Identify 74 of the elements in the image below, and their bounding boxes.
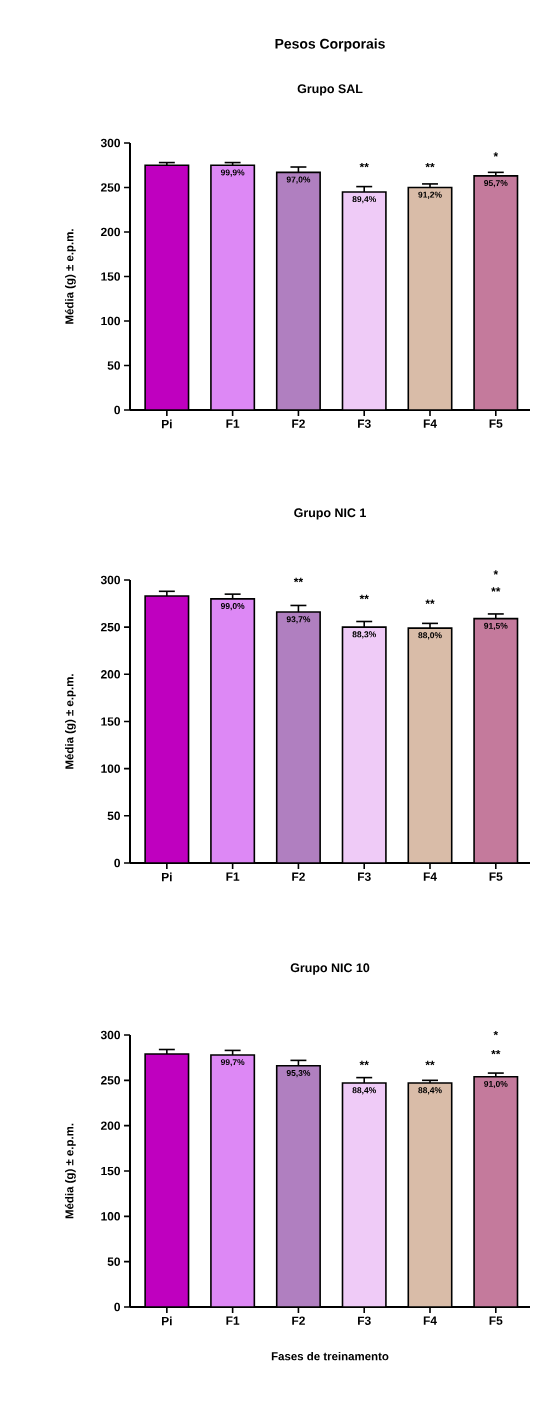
y-axis-title: Média (g) ± e.p.m. (64, 674, 76, 769)
x-tick-label: F3 (358, 872, 371, 881)
y-tick-label: 250 (100, 622, 121, 632)
annotation: 89,4% (352, 196, 376, 204)
annotation: ** (491, 587, 501, 592)
annotation: 95,7% (484, 180, 508, 188)
y-tick-label: 300 (100, 138, 121, 148)
y-tick-label: 50 (107, 1257, 121, 1266)
y-tick-label: 50 (107, 811, 121, 821)
x-tick-label: Pi (161, 1316, 172, 1326)
y-tick-label: 300 (100, 1030, 121, 1040)
annotation: 88,0% (418, 632, 442, 640)
annotation: ** (359, 162, 369, 168)
chart-title: Grupo NIC 1 (294, 508, 366, 520)
annotation: ** (425, 599, 435, 604)
chart-title: Pesos Corporais (275, 38, 385, 52)
x-tick-label: F2 (292, 419, 305, 428)
annotation: * (493, 152, 499, 157)
annotation: ** (425, 162, 435, 168)
x-tick-label: Pi (161, 872, 172, 882)
x-tick-label: F5 (489, 419, 503, 428)
x-tick-label: F3 (358, 419, 371, 428)
x-tick-label: F5 (489, 1316, 503, 1325)
x-tick-label: F4 (423, 872, 437, 881)
annotation: ** (491, 1049, 501, 1055)
y-tick-label: 300 (100, 575, 121, 585)
y-tick-label: 150 (101, 272, 121, 281)
annotation: 88,4% (352, 1087, 376, 1095)
annotation: ** (359, 594, 369, 600)
x-tick-label: F1 (226, 872, 240, 881)
y-tick-label: 0 (114, 405, 121, 415)
annotation: 99,0% (220, 603, 245, 611)
annotation: 91,0% (484, 1080, 508, 1089)
text: * (493, 570, 499, 575)
y-tick-label: 250 (100, 1076, 121, 1085)
annotation: 88,4% (418, 1087, 442, 1095)
y-tick-label: 250 (100, 183, 121, 192)
y-tick-label: 100 (101, 764, 121, 773)
y-axis-title: Média (g) ± e.p.m. (64, 229, 76, 324)
x-tick-label: F2 (292, 872, 305, 881)
y-axis-title: Média (g) ± e.p.m. (64, 1123, 76, 1219)
x-tick-label: F3 (358, 1316, 371, 1325)
annotation: 99,9% (220, 169, 245, 177)
x-tick-label: F1 (226, 419, 240, 428)
annotation: 91,5% (484, 622, 508, 631)
x-tick-label: F2 (292, 1316, 305, 1325)
y-tick-label: 150 (101, 1166, 121, 1176)
annotation: ** (293, 577, 304, 583)
y-tick-label: 200 (100, 670, 121, 679)
annotation: 93,7% (286, 616, 311, 624)
x-tick-label: F1 (226, 1316, 240, 1325)
x-tick-label: F4 (423, 1316, 437, 1325)
y-tick-label: 50 (107, 361, 121, 370)
annotation: * (493, 1030, 499, 1036)
chart-title: Grupo NIC 10 (290, 963, 370, 975)
x-tick-label: F5 (489, 872, 503, 881)
annotation: 97,0% (286, 176, 311, 184)
y-tick-label: 100 (101, 1212, 121, 1221)
chart-subtitle: Grupo SAL (297, 84, 363, 96)
annotation: ** (425, 1060, 435, 1066)
annotation: ** (359, 1060, 369, 1066)
y-tick-label: 200 (100, 227, 121, 237)
x-tick-label: Pi (161, 419, 172, 429)
y-tick-label: 0 (114, 858, 121, 868)
x-axis-title: Fases de treinamento (271, 1351, 389, 1361)
y-tick-label: 200 (100, 1121, 121, 1130)
annotation: 88,3% (352, 631, 376, 639)
y-tick-label: 0 (114, 1302, 121, 1312)
annotation: 91,2% (418, 191, 442, 199)
annotation: 95,3% (286, 1070, 311, 1078)
annotation: 99,7% (220, 1059, 245, 1067)
x-tick-label: F4 (423, 419, 437, 428)
y-tick-label: 100 (101, 316, 121, 326)
y-tick-label: 150 (101, 717, 121, 726)
